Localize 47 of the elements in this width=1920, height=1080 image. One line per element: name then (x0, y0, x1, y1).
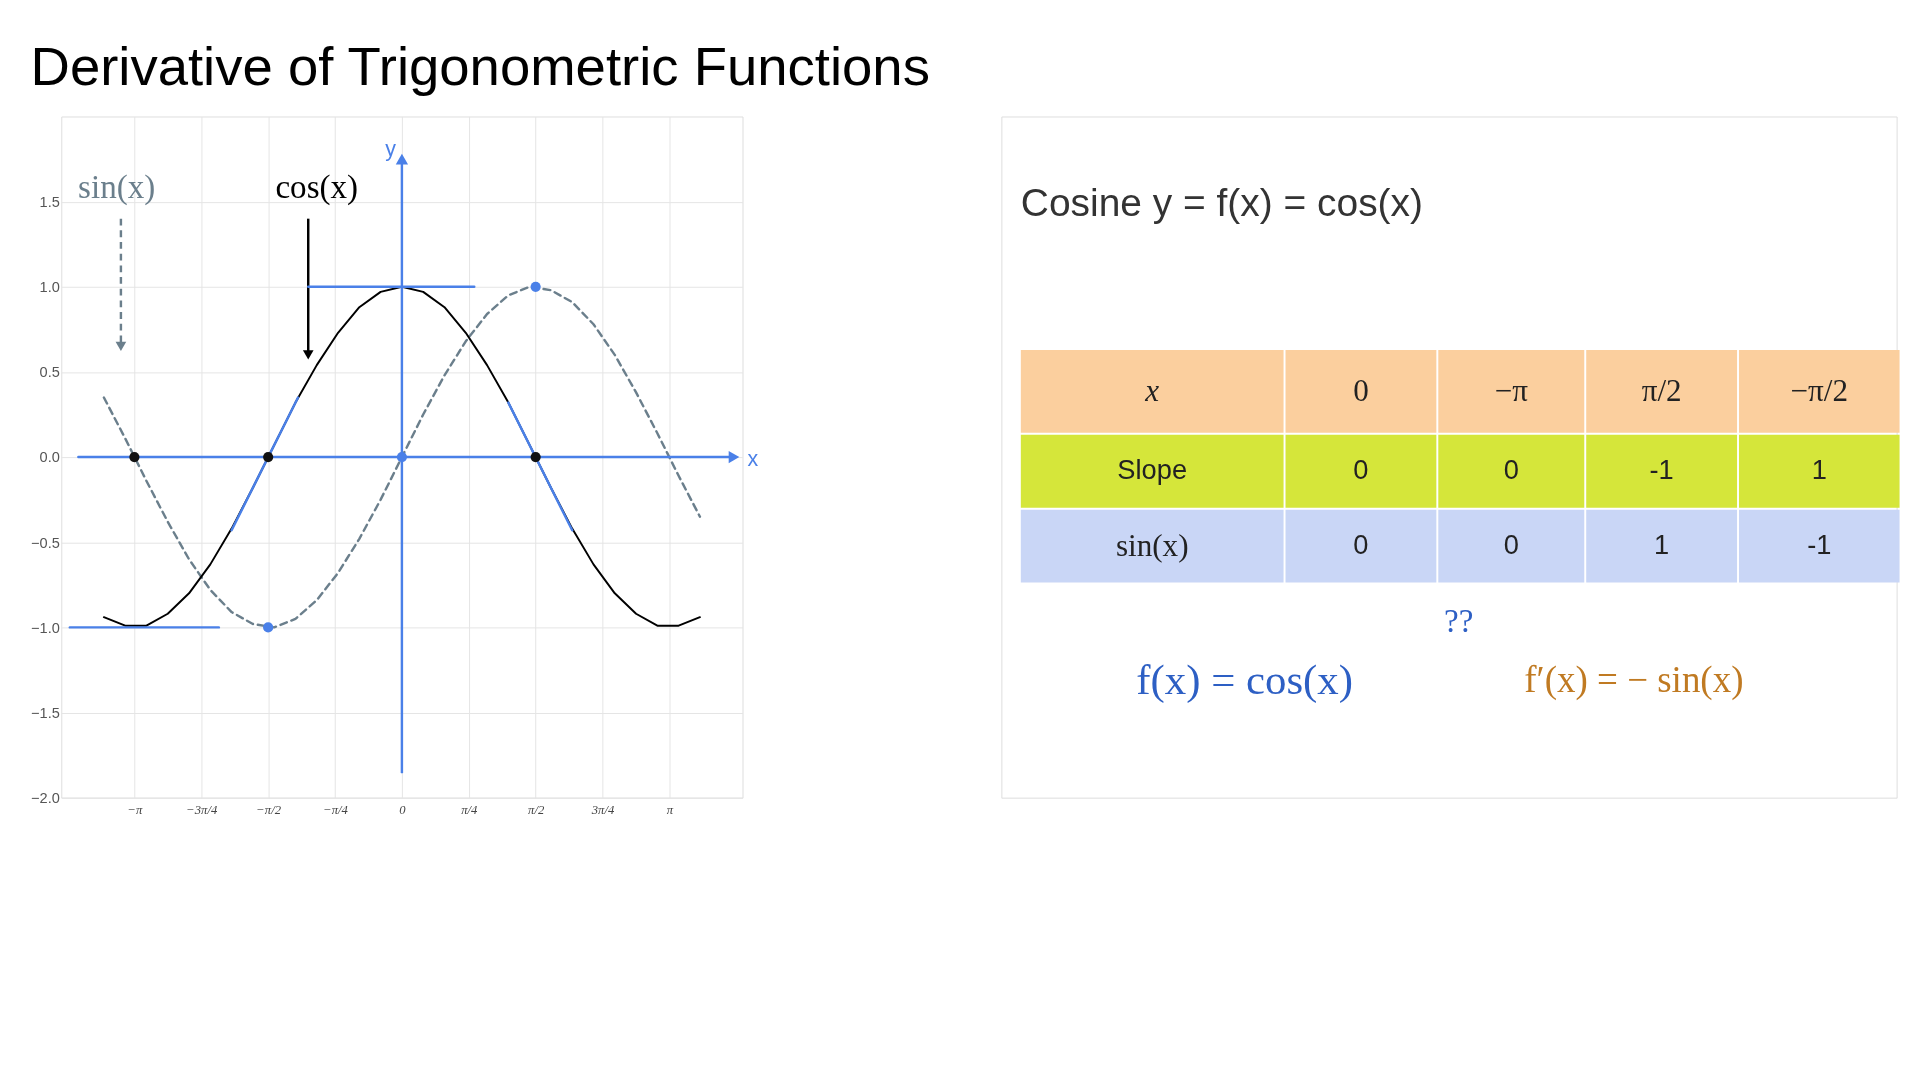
y-tick-label: −2.0 (31, 790, 60, 807)
text: ?? (1444, 603, 1474, 640)
text: -1 (1649, 453, 1674, 485)
point (530, 281, 541, 292)
x-tick-label: 0 (399, 802, 407, 817)
text: 0 (1353, 453, 1369, 485)
text: 0 (1353, 528, 1369, 560)
y-tick-label: −1.0 (31, 619, 60, 636)
text: −π/2 (1790, 373, 1849, 409)
text: 1 (1811, 453, 1827, 485)
point (129, 451, 140, 463)
text: Cosine y = f(x) = cos(x) (1020, 180, 1423, 224)
text: f′(x) = − sin(x) (1524, 658, 1744, 701)
point (263, 622, 274, 633)
text: x (1144, 373, 1160, 409)
y-tick-label: 1.0 (39, 279, 60, 296)
x-tick-label: −3π/4 (186, 802, 218, 817)
y-tick-label: −0.5 (31, 534, 60, 551)
text: sin(x) (78, 168, 156, 206)
text: π/2 (1641, 373, 1682, 409)
y-tick-label: −1.5 (31, 704, 60, 721)
x-tick-label: 3π/4 (590, 802, 615, 817)
x-tick-label: −π/2 (256, 802, 282, 817)
text: f(x) = cos(x) (1136, 655, 1353, 704)
y-tick-label: 1.5 (39, 193, 60, 210)
point (396, 451, 408, 463)
series-label: y (385, 137, 397, 162)
chart-title: Derivative of Trigonometric Functions (30, 36, 930, 98)
series-label: x (747, 446, 759, 471)
text: -1 (1807, 528, 1832, 560)
text: 0 (1503, 528, 1519, 560)
text: 0 (1503, 453, 1519, 485)
point (263, 451, 274, 463)
text: cos(x) (275, 168, 359, 206)
text: 0 (1353, 373, 1369, 409)
x-tick-label: π/4 (461, 802, 479, 817)
y-tick-label: 0.5 (39, 364, 60, 381)
x-tick-label: π/2 (528, 802, 545, 817)
y-tick-label: 0.0 (39, 449, 60, 466)
x-tick-label: π (666, 802, 674, 817)
text: Slope (1117, 453, 1188, 485)
x-tick-label: −π (127, 802, 143, 817)
x-tick-label: −π/4 (323, 802, 349, 817)
text: 1 (1654, 528, 1670, 560)
text: −π (1494, 373, 1529, 409)
text: sin(x) (1115, 527, 1189, 563)
point (530, 451, 541, 463)
